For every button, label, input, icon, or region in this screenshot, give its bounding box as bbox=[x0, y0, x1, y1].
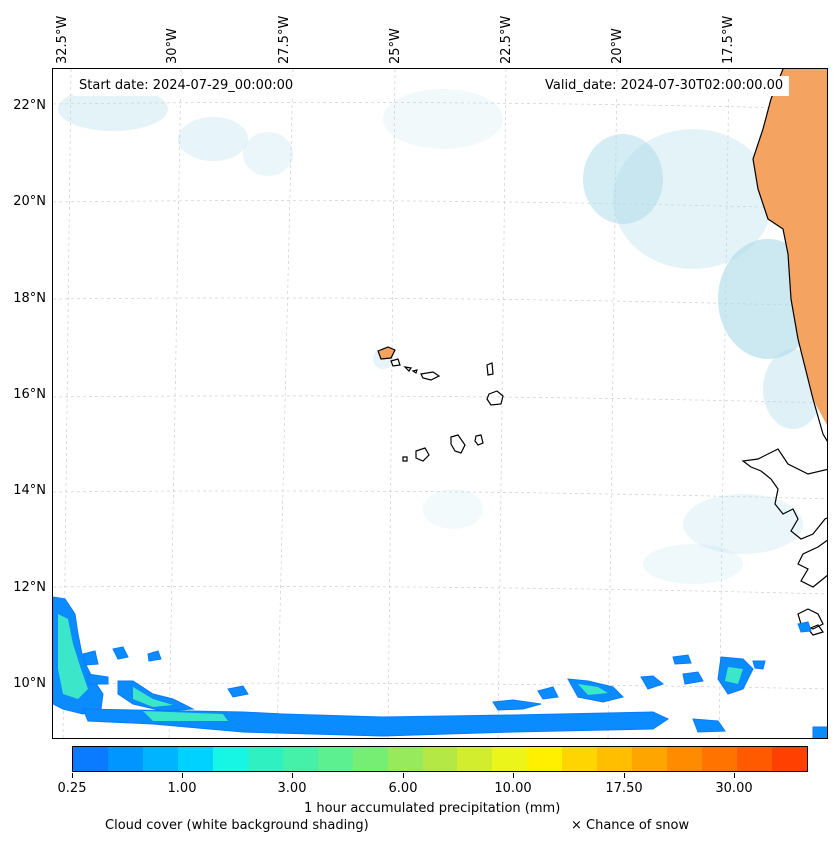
colorbar-segment bbox=[212, 747, 248, 771]
colorbar-tick bbox=[513, 773, 514, 778]
colorbar-tick-label: 30.00 bbox=[715, 781, 753, 796]
cloud-cover bbox=[58, 87, 823, 584]
colorbar-tick bbox=[182, 773, 183, 778]
latitude-label: 14°N bbox=[13, 483, 46, 498]
colorbar-segment bbox=[527, 747, 563, 771]
colorbar-tick-label: 10.00 bbox=[494, 781, 532, 796]
colorbar-tick bbox=[403, 773, 404, 778]
colorbar-tick bbox=[624, 773, 625, 778]
colorbar-tick-label: 3.00 bbox=[277, 781, 307, 796]
colorbar-tick-label: 1.00 bbox=[167, 781, 197, 796]
hot-island bbox=[378, 347, 395, 359]
colorbar-segment bbox=[73, 747, 108, 771]
start-date-label: Start date: 2024-07-29_00:00:00 bbox=[73, 76, 300, 96]
valid-date-label: Valid_date: 2024-07-30T02:00:00.00 bbox=[539, 76, 790, 96]
precipitation bbox=[53, 596, 827, 738]
colorbar-tick bbox=[734, 773, 735, 778]
colorbar-segment bbox=[352, 747, 388, 771]
colorbar-segment bbox=[632, 747, 668, 771]
colorbar-tick-label: 17.50 bbox=[605, 781, 643, 796]
latitude-label: 10°N bbox=[13, 676, 46, 691]
latitude-label: 20°N bbox=[13, 194, 46, 209]
colorbar-segment bbox=[422, 747, 458, 771]
colorbar-segment bbox=[457, 747, 493, 771]
colorbar-tick-label: 0.25 bbox=[57, 781, 87, 796]
cloud-cover-legend: Cloud cover (white background shading) bbox=[105, 818, 369, 833]
colorbar-segment bbox=[142, 747, 178, 771]
colorbar-segment bbox=[667, 747, 703, 771]
colorbar-tick bbox=[292, 773, 293, 778]
precipitation-colorbar bbox=[72, 746, 808, 772]
colorbar-segment bbox=[247, 747, 283, 771]
colorbar-segment bbox=[492, 747, 528, 771]
colorbar-segment bbox=[107, 747, 143, 771]
colorbar-segment bbox=[737, 747, 773, 771]
latitude-label: 12°N bbox=[13, 580, 46, 595]
latitude-label: 16°N bbox=[13, 387, 46, 402]
longitude-label: 17.5°W bbox=[721, 15, 736, 64]
colorbar-segment bbox=[282, 747, 318, 771]
latitude-label: 22°N bbox=[13, 98, 46, 113]
longitude-label: 30°W bbox=[165, 28, 180, 64]
colorbar-segment bbox=[562, 747, 598, 771]
longitude-label: 32.5°W bbox=[55, 15, 70, 64]
colorbar-title: 1 hour accumulated precipitation (mm) bbox=[304, 801, 561, 816]
latitude-label: 18°N bbox=[13, 291, 46, 306]
coastlines bbox=[377, 69, 827, 636]
colorbar-segment bbox=[387, 747, 423, 771]
map-canvas bbox=[53, 69, 827, 738]
longitude-label: 27.5°W bbox=[277, 15, 292, 64]
colorbar-segment bbox=[772, 747, 808, 771]
longitude-label: 22.5°W bbox=[499, 15, 514, 64]
longitude-label: 25°W bbox=[388, 28, 403, 64]
colorbar-segment bbox=[317, 747, 353, 771]
snow-legend: × Chance of snow bbox=[571, 818, 690, 833]
colorbar-segment bbox=[702, 747, 738, 771]
colorbar-segment bbox=[177, 747, 213, 771]
colorbar-segment bbox=[597, 747, 633, 771]
hot-land-region bbox=[753, 69, 827, 426]
colorbar-tick bbox=[72, 773, 73, 778]
longitude-label: 20°W bbox=[610, 28, 625, 64]
map-panel[interactable] bbox=[52, 68, 828, 739]
colorbar-tick-label: 6.00 bbox=[388, 781, 418, 796]
